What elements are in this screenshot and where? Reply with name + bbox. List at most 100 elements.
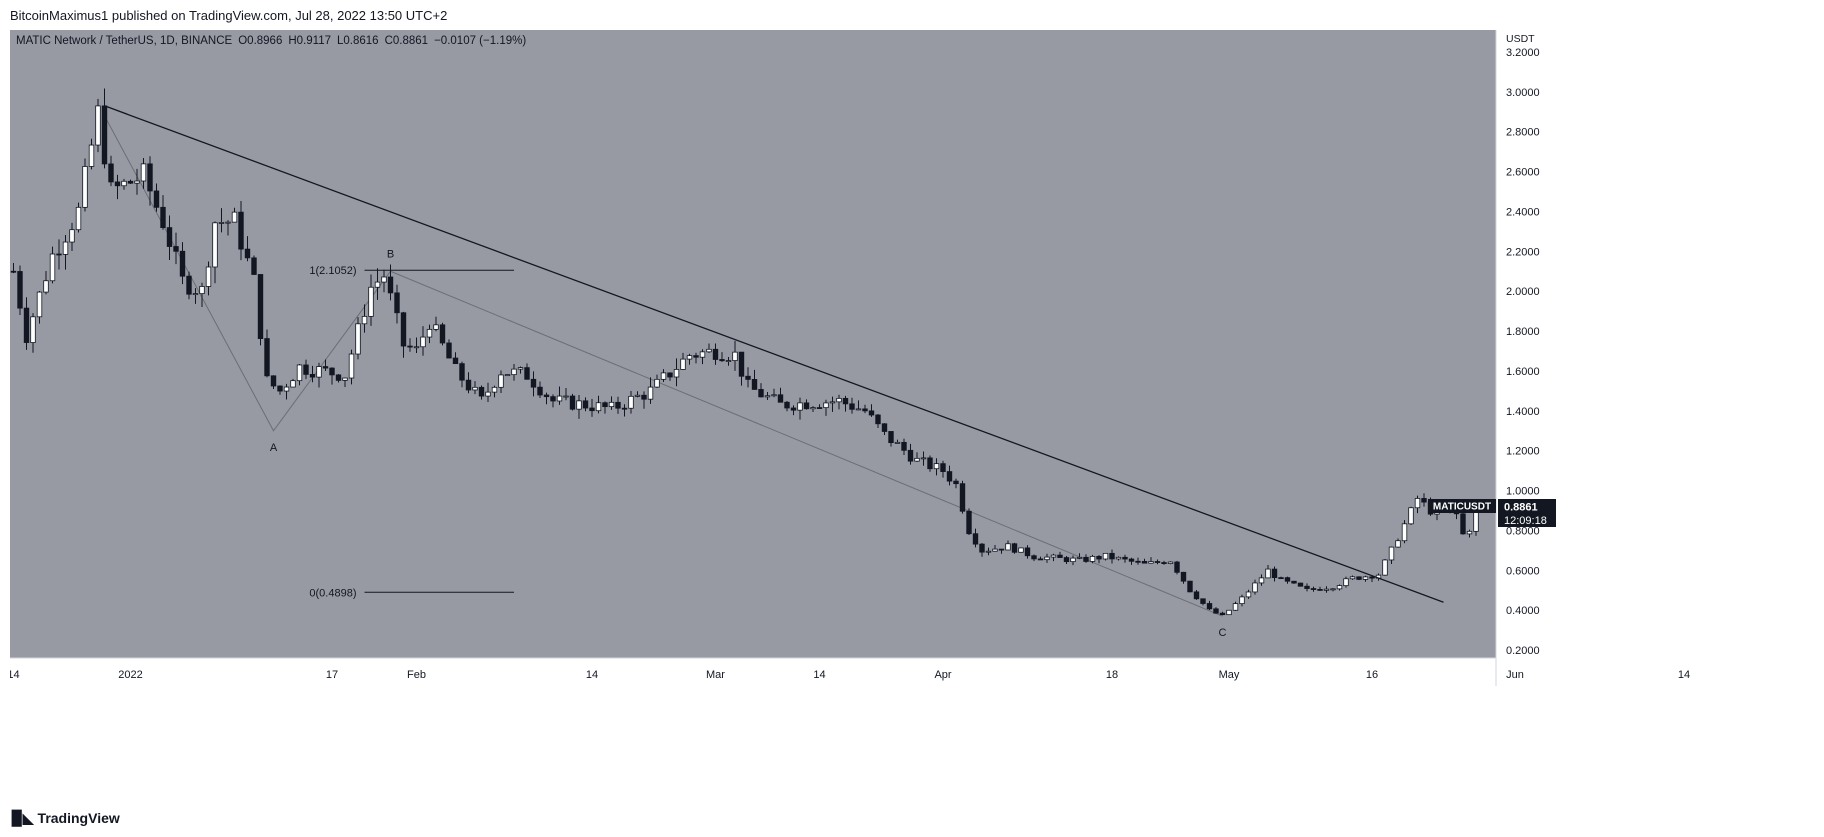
candle-body <box>108 163 114 183</box>
candle-body <box>1167 561 1174 565</box>
candle-body <box>550 396 556 402</box>
candlestick-chart[interactable]: 1(2.1052) 0(0.4898) A B C 3.2000 3.0000 2.800… <box>7 30 1818 800</box>
candle-body <box>615 401 621 409</box>
candle-body <box>1343 578 1349 587</box>
candle-body <box>634 394 641 397</box>
candle-body <box>23 307 30 343</box>
candle-body <box>140 163 147 182</box>
candle-body <box>855 408 862 411</box>
candle-body <box>238 211 244 250</box>
candle-body <box>784 401 790 409</box>
price-tick-label: 1.4000 <box>1506 406 1540 418</box>
candle-body <box>270 375 277 387</box>
candle-body <box>1044 556 1050 561</box>
candle-body <box>303 364 309 375</box>
candle-body <box>134 180 140 184</box>
candle-body <box>979 543 985 553</box>
price-tick-label: 3.0000 <box>1506 87 1540 99</box>
candle-body <box>283 386 290 392</box>
candle-body <box>1057 554 1063 558</box>
candle-body <box>985 550 992 553</box>
time-tick-label: 14 <box>813 669 825 681</box>
candle-body <box>1076 556 1083 559</box>
price-tick-label: 2.0000 <box>1506 286 1540 298</box>
brand-name: TradingView <box>37 810 120 826</box>
candle-body <box>446 342 452 359</box>
candle-body <box>309 373 316 378</box>
candle-body <box>1252 582 1258 593</box>
candle-body <box>1388 546 1395 561</box>
candle-body <box>1011 543 1018 553</box>
candle-body <box>478 386 485 397</box>
candle-body <box>166 227 173 247</box>
candle-body <box>1161 562 1167 565</box>
candle-body <box>1148 561 1154 564</box>
candle-body <box>914 457 920 462</box>
candle-body <box>1135 560 1141 563</box>
candle-body <box>576 400 582 410</box>
candle-body <box>1245 591 1252 598</box>
candle-body <box>212 222 218 268</box>
candle-body <box>205 266 212 287</box>
candle-body <box>329 367 335 376</box>
candle-body <box>1421 498 1427 503</box>
candle-body <box>355 323 361 355</box>
trendline-line <box>104 105 1444 603</box>
candle-body <box>361 315 368 325</box>
candle-body <box>218 222 225 224</box>
candle-body <box>82 166 88 208</box>
candle-body <box>472 386 478 391</box>
candle-body <box>810 407 816 410</box>
candle-body <box>199 286 205 295</box>
candle-body <box>231 211 238 223</box>
candle-body <box>1401 523 1408 542</box>
candle-body <box>225 221 231 224</box>
price-axis-panel[interactable] <box>1496 30 1818 658</box>
high-label: H <box>288 35 296 47</box>
tradingview-logo-icon: ▉◣ <box>12 810 34 826</box>
candle-body <box>374 281 381 288</box>
candle-body <box>75 206 82 231</box>
candle-body <box>1297 582 1304 587</box>
candle-body <box>693 355 699 358</box>
candle-body <box>244 248 251 259</box>
tradingview-logo: ▉◣ TradingView <box>12 810 120 827</box>
candle-body <box>797 402 803 411</box>
candle-body <box>777 394 784 403</box>
candle-body <box>1128 558 1135 562</box>
price-tick-label: 2.6000 <box>1506 167 1540 179</box>
candle-body <box>771 394 777 397</box>
candle-body <box>1154 561 1161 563</box>
candle-body <box>680 358 686 370</box>
price-axis-ticks: 3.2000 3.0000 2.8000 2.6000 2.4000 2.2000 2.00… <box>1506 47 1540 657</box>
symbol-tag-bg <box>1428 499 1496 513</box>
chart-frame[interactable]: 1(2.1052) 0(0.4898) A B C 3.2000 3.0000 2.800… <box>7 30 1818 800</box>
price-tick-label: 1.0000 <box>1506 486 1540 498</box>
candle-body <box>413 346 420 349</box>
candle-body <box>335 374 342 381</box>
candle-body <box>1063 557 1070 563</box>
candle-body <box>192 293 199 296</box>
candle-body <box>881 423 888 432</box>
candle-body <box>1141 561 1148 564</box>
price-tick-label: 1.2000 <box>1506 446 1540 458</box>
fibonacci-levels: 1(2.1052) 0(0.4898) <box>309 265 514 599</box>
time-tick-label: May <box>1219 669 1240 681</box>
candle-body <box>127 180 134 184</box>
candle-body <box>894 441 901 444</box>
candle-body <box>803 402 810 410</box>
candle-body <box>706 348 712 353</box>
candle-body <box>1232 603 1239 611</box>
time-axis-panel[interactable] <box>10 658 1496 686</box>
candle-body <box>69 229 75 243</box>
time-tick-label: 14 <box>10 669 20 681</box>
candle-body <box>465 379 472 391</box>
candle-body <box>1271 568 1278 579</box>
candle-body <box>1414 498 1421 509</box>
candle-body <box>1005 543 1011 551</box>
change-value: −0.0107 (−1.19%) <box>434 35 526 47</box>
price-tick-label: 0.2000 <box>1506 645 1540 657</box>
candle-body <box>940 463 946 472</box>
candle-body <box>836 397 842 403</box>
price-tick-label: 2.8000 <box>1506 127 1540 139</box>
